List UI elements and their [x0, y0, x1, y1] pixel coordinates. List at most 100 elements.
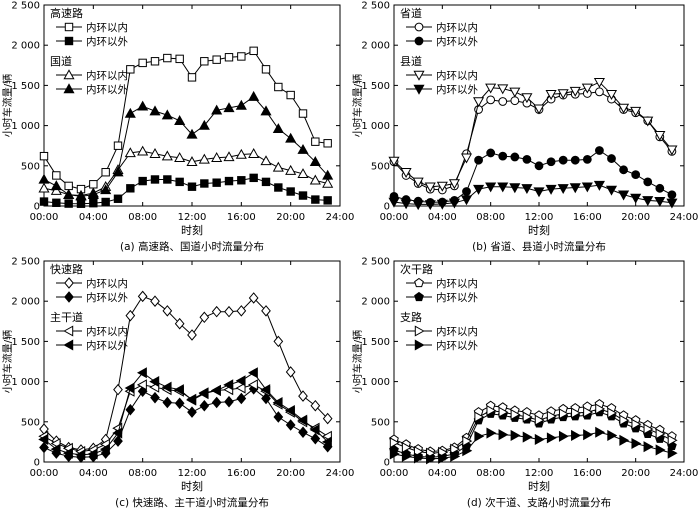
data-point: [174, 115, 186, 125]
legend-label: 内环以外: [436, 83, 478, 96]
data-point: [248, 292, 259, 304]
y-axis-title: 小时车流量/辆: [351, 330, 364, 393]
data-point: [462, 445, 473, 457]
x-tick-label: 12:00: [178, 212, 207, 223]
series-line: [43, 177, 328, 205]
data-point: [272, 123, 284, 134]
series-line: [43, 150, 328, 197]
data-point: [569, 183, 581, 194]
data-point: [150, 175, 160, 184]
x-tick-label: 04:00: [79, 468, 108, 479]
data-point: [198, 153, 210, 164]
data-point: [99, 443, 110, 455]
data-point: [210, 384, 221, 396]
legend-marker: [414, 22, 424, 32]
data-point: [64, 199, 73, 208]
x-tick-label: 08:00: [128, 212, 157, 223]
data-point: [200, 179, 209, 188]
data-point: [101, 197, 110, 207]
data-point: [162, 305, 173, 317]
data-point: [212, 178, 221, 187]
data-point: [474, 411, 485, 423]
data-point: [247, 367, 258, 379]
data-point: [643, 177, 653, 187]
legend-label: 内环以内: [86, 277, 128, 290]
data-point: [261, 177, 271, 187]
data-point: [654, 196, 666, 207]
data-point: [149, 376, 160, 388]
data-point: [260, 384, 271, 396]
legend-marker: [64, 277, 74, 289]
data-point: [223, 379, 234, 391]
x-axis-title: 时刻: [528, 479, 550, 493]
data-point: [298, 109, 308, 118]
data-point: [285, 366, 296, 378]
series-line: [43, 388, 328, 458]
y-tick-label: 500: [371, 161, 390, 172]
y-tick-label: 1 500: [361, 337, 390, 348]
data-point: [272, 396, 283, 409]
legend-label: 内环以外: [436, 291, 478, 304]
legend-marker: [413, 70, 425, 81]
series-line: [43, 295, 329, 451]
data-point: [50, 185, 62, 195]
data-point: [297, 168, 309, 179]
x-tick-label: 20:00: [621, 212, 650, 223]
data-point: [274, 82, 283, 92]
data-point: [150, 57, 160, 66]
data-point: [667, 190, 677, 200]
y-tick-label: 1 000: [361, 377, 390, 388]
data-point: [235, 99, 247, 110]
series-1: [39, 46, 332, 194]
series-4: [38, 90, 334, 201]
x-axis-title: 时刻: [181, 223, 203, 237]
data-point: [545, 184, 557, 195]
data-point: [297, 143, 309, 154]
data-point: [521, 93, 533, 104]
legend-marker: [414, 325, 425, 337]
data-point: [631, 170, 641, 180]
data-point: [224, 305, 234, 318]
data-point: [309, 156, 321, 166]
data-point: [310, 432, 321, 445]
legend-marker: [414, 36, 424, 46]
data-point: [273, 411, 284, 423]
data-point: [163, 175, 172, 184]
data-point: [545, 90, 557, 100]
data-point: [52, 198, 61, 207]
data-point: [248, 90, 260, 101]
chart-panel-3: 0 500 1 000 1 500 2 000 2 500 00:00 04:00 08:00 1…: [1, 257, 354, 510]
data-point: [212, 55, 221, 64]
data-point: [497, 84, 509, 95]
y-tick-label: 0: [34, 202, 40, 213]
data-point: [666, 145, 678, 156]
data-point: [113, 435, 123, 447]
data-point: [522, 431, 533, 443]
data-point: [323, 139, 332, 148]
series-1: [39, 290, 333, 456]
series-line: [43, 96, 329, 197]
y-tick-label: 2 000: [361, 297, 390, 308]
data-point: [667, 434, 678, 446]
legend-label: 内环以外: [86, 83, 128, 96]
data-point: [498, 97, 508, 106]
data-point: [38, 182, 50, 193]
x-tick-label: 24:00: [326, 212, 355, 223]
y-axis-title: 小时车流量/辆: [351, 74, 364, 137]
data-point: [50, 180, 62, 191]
data-point: [273, 335, 284, 348]
data-point: [113, 141, 123, 150]
data-point: [388, 197, 400, 208]
y-tick-label: 2 000: [11, 41, 40, 52]
data-point: [412, 200, 424, 211]
legend-marker: [414, 291, 424, 302]
data-point: [509, 183, 521, 194]
data-point: [533, 104, 545, 115]
legend-group-title: 支路: [400, 311, 422, 324]
data-point: [498, 151, 508, 161]
data-point: [424, 182, 436, 193]
legend-marker: [64, 22, 74, 32]
series-4: [389, 426, 678, 465]
data-point: [570, 155, 580, 165]
